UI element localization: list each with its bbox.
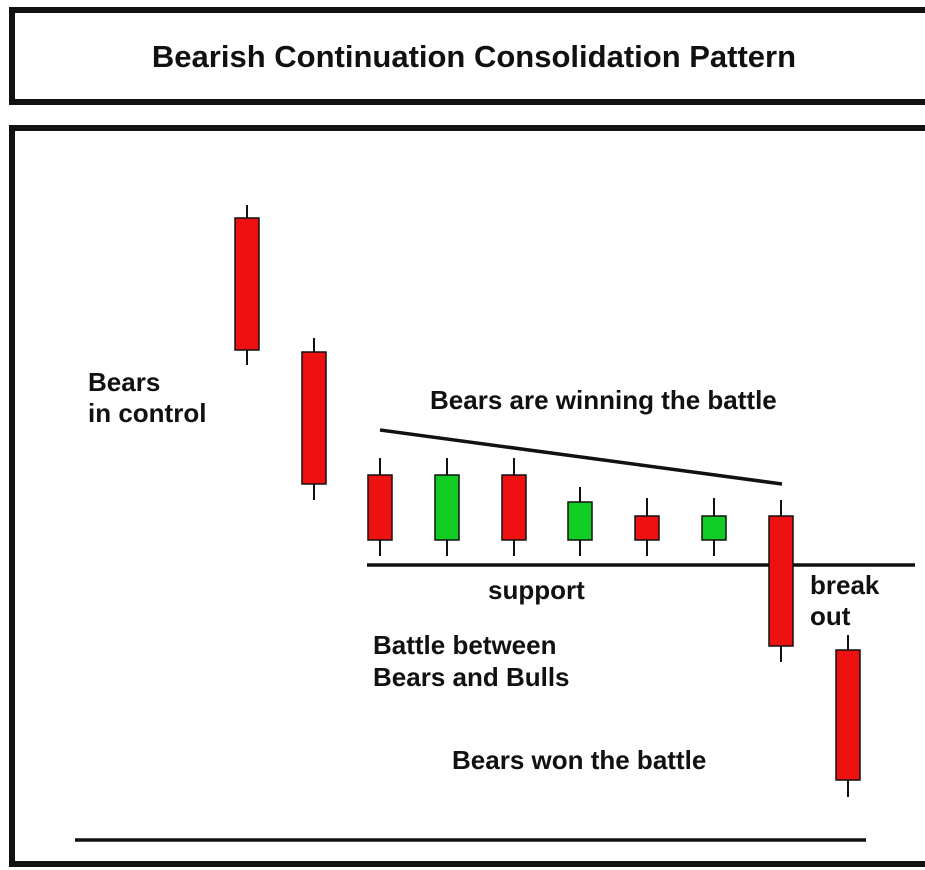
title-box (9, 7, 925, 105)
candle-body (768, 515, 794, 647)
annotation: Bears are winning the battle (430, 385, 777, 415)
candle-body (835, 649, 861, 781)
candle-body (301, 351, 327, 485)
annotation: Bears won the battle (452, 745, 706, 775)
candle-body (367, 474, 393, 541)
candle-body (701, 515, 727, 541)
candle-body (634, 515, 660, 541)
annotation-line: out (810, 601, 851, 631)
annotation: Bears in control (88, 367, 206, 428)
chart-box (9, 125, 925, 867)
candle-body (567, 501, 593, 541)
annotation-line: Battle between (373, 630, 557, 660)
annotation-line: support (488, 575, 585, 605)
annotation-line: Bears are winning the battle (430, 385, 777, 415)
candle-body (434, 474, 460, 541)
candles (234, 205, 861, 797)
annotation-line: in control (88, 398, 206, 428)
annotation-line: Bears and Bulls (373, 662, 570, 692)
candle-body (501, 474, 527, 541)
candle-body (234, 217, 260, 351)
trend-line (379, 428, 783, 486)
title: Bearish Continuation Consolidation Patte… (152, 39, 796, 74)
annotation-line: Bears (88, 367, 160, 397)
annotation-line: break (810, 570, 880, 600)
annotation: Battle between Bears and Bulls (373, 630, 570, 692)
annotation-line: Bears won the battle (452, 745, 706, 775)
annotation: break out (810, 570, 887, 631)
annotation: support (488, 575, 585, 605)
